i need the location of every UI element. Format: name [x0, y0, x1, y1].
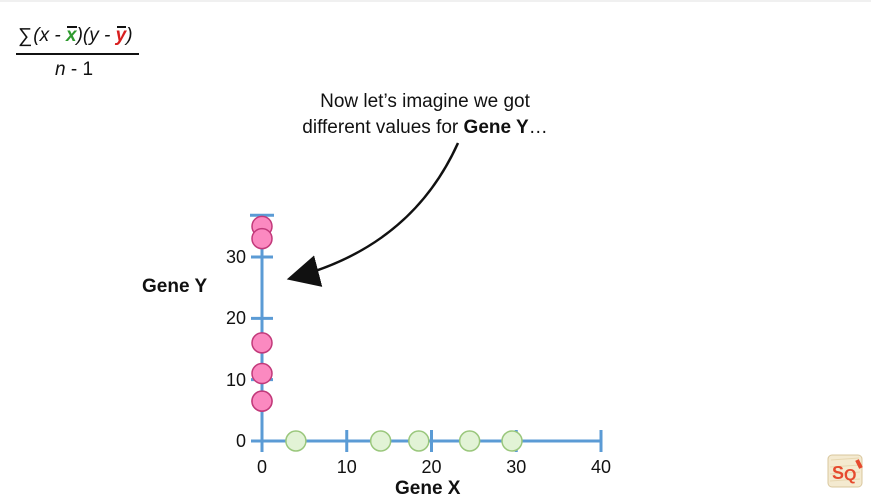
y-tick-label: 30 — [226, 247, 247, 267]
y-axis-title: Gene Y — [142, 276, 208, 297]
x-tick-label: 20 — [421, 457, 442, 477]
annotation-line-2-suffix: … — [528, 117, 548, 138]
gene-x-point — [501, 430, 523, 452]
gene-x-point — [408, 430, 430, 452]
gene-x-point — [285, 430, 307, 452]
sigma-symbol: ∑ — [18, 25, 33, 47]
formula-y-bar: y — [115, 25, 127, 46]
gene-y-point — [251, 332, 273, 354]
svg-text:S: S — [832, 463, 844, 483]
top-border — [0, 0, 871, 2]
axes — [250, 213, 601, 443]
y-tick-label: 20 — [226, 308, 247, 329]
gene-y-point — [251, 227, 273, 250]
svg-text:Q: Q — [844, 467, 856, 484]
y-tick-label: 0 — [236, 431, 247, 451]
annotation-line-2: different values for Gene Y… — [260, 115, 590, 141]
gene-y-point — [251, 390, 273, 412]
x-tick-label: 0 — [257, 457, 268, 477]
formula-x-bar: x — [65, 25, 77, 46]
statquest-logo: S Q — [827, 454, 863, 488]
x-tick-label: 10 — [336, 457, 357, 477]
annotation-gene-y: Gene Y — [463, 117, 529, 138]
y-tick-label: 10 — [226, 369, 247, 390]
x-tick-label: 40 — [591, 457, 612, 477]
annotation-line-1: Now let’s imagine we got — [320, 91, 530, 112]
formula-numerator: ∑(x - x)(y - y) — [18, 24, 133, 47]
formula-denominator: n - 1 — [55, 59, 93, 81]
covariance-formula: ∑(x - x)(y - y) n - 1 — [16, 24, 142, 90]
formula-numerator-x: (x - — [33, 25, 66, 46]
gene-y-point — [251, 362, 273, 385]
x-axis-title: Gene X — [395, 478, 461, 499]
formula-denominator-n: n — [55, 59, 66, 80]
fraction-line — [16, 53, 139, 55]
formula-denominator-rest: - 1 — [65, 59, 94, 80]
gene-x-point — [369, 430, 392, 452]
tick-marks — [251, 255, 603, 452]
formula-numerator-y: )(y - — [76, 25, 116, 46]
data-points — [251, 215, 523, 452]
formula-numerator-close: ) — [126, 25, 133, 46]
annotation-arrow — [286, 142, 460, 287]
x-tick-label: 30 — [506, 457, 527, 477]
annotation-text: Now let’s imagine we got different value… — [260, 89, 590, 141]
gene-x-point — [458, 430, 481, 452]
annotation-line-2-prefix: different values for — [302, 117, 464, 138]
